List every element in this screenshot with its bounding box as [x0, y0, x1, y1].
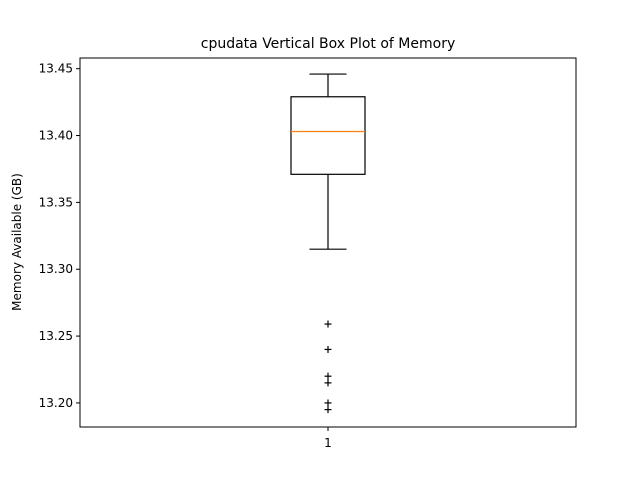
- plot-area: 13.20 13.25 13.30 13.35 13.40 13.45 1: [39, 57, 577, 450]
- y-axis-label: Memory Available (GB): [10, 173, 24, 311]
- chart-title: cpudata Vertical Box Plot of Memory: [201, 36, 456, 52]
- outlier-point: [324, 345, 332, 353]
- x-tick-label: 1: [324, 436, 332, 450]
- y-tick-label: 13.45: [39, 62, 73, 76]
- y-tick-label: 13.40: [39, 129, 73, 143]
- outlier-point: [324, 379, 332, 387]
- outlier-point: [324, 406, 332, 414]
- outlier-point: [324, 320, 332, 328]
- y-tick-label: 13.25: [39, 329, 73, 343]
- y-tick-label: 13.20: [39, 396, 73, 410]
- iqr-box: [290, 96, 366, 175]
- y-tick-label: 13.35: [39, 195, 73, 209]
- y-tick-label: 13.30: [39, 262, 73, 276]
- outlier-point: [324, 399, 332, 407]
- outlier-point: [324, 372, 332, 380]
